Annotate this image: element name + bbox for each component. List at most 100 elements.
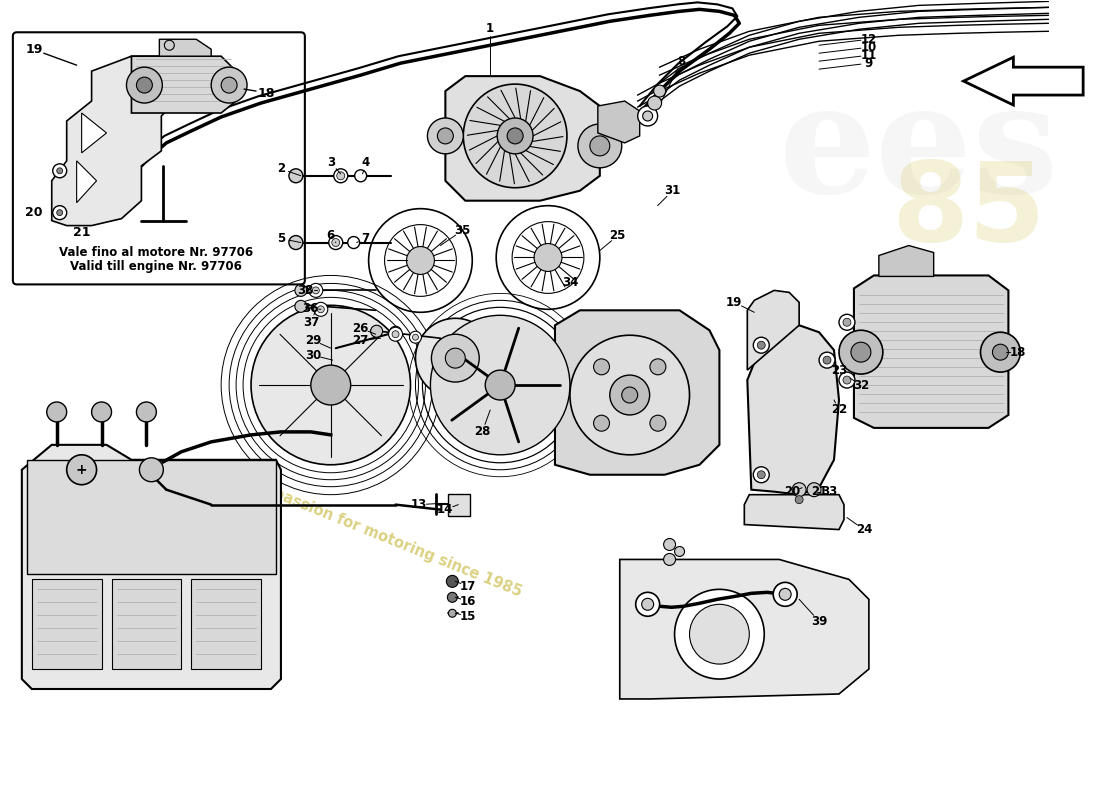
Circle shape — [289, 169, 302, 182]
Text: 39: 39 — [811, 614, 827, 628]
Polygon shape — [879, 246, 934, 277]
Text: 30: 30 — [305, 349, 321, 362]
Text: 19: 19 — [25, 42, 43, 56]
Circle shape — [792, 482, 806, 497]
Circle shape — [53, 164, 67, 178]
Circle shape — [980, 332, 1021, 372]
Circle shape — [636, 592, 660, 616]
Circle shape — [392, 330, 399, 338]
Circle shape — [843, 376, 851, 384]
Polygon shape — [81, 113, 107, 153]
Polygon shape — [619, 559, 869, 699]
Circle shape — [295, 285, 307, 296]
Text: 34: 34 — [562, 276, 579, 289]
Circle shape — [594, 415, 609, 431]
Text: 1: 1 — [486, 22, 494, 34]
Text: 12: 12 — [861, 33, 877, 46]
Circle shape — [507, 128, 524, 144]
FancyArrow shape — [964, 57, 1084, 105]
Circle shape — [674, 546, 684, 557]
Circle shape — [348, 237, 360, 249]
Circle shape — [416, 318, 495, 398]
Polygon shape — [132, 56, 236, 113]
Circle shape — [839, 372, 855, 388]
Circle shape — [428, 118, 463, 154]
Circle shape — [621, 387, 638, 403]
Circle shape — [91, 402, 111, 422]
Text: 18: 18 — [1010, 346, 1026, 358]
Circle shape — [317, 306, 324, 313]
Bar — [32, 579, 101, 669]
Text: 31: 31 — [664, 184, 681, 198]
Polygon shape — [22, 445, 280, 689]
Text: 33: 33 — [821, 485, 837, 498]
Circle shape — [57, 168, 63, 174]
Circle shape — [164, 40, 174, 50]
Circle shape — [332, 238, 340, 246]
Circle shape — [389, 326, 402, 338]
Text: ees: ees — [779, 76, 1059, 226]
Text: 4: 4 — [362, 156, 370, 170]
Circle shape — [609, 375, 650, 415]
Text: 26: 26 — [352, 322, 368, 334]
Polygon shape — [745, 494, 844, 530]
Text: 36: 36 — [302, 302, 319, 315]
Text: 18: 18 — [257, 86, 275, 99]
Circle shape — [757, 342, 766, 349]
Polygon shape — [747, 290, 799, 370]
Text: 7: 7 — [362, 232, 370, 245]
Circle shape — [992, 344, 1009, 360]
Circle shape — [807, 482, 821, 497]
Text: 17: 17 — [460, 580, 476, 593]
Circle shape — [757, 470, 766, 478]
Text: 29: 29 — [305, 334, 321, 346]
Circle shape — [650, 415, 666, 431]
Text: 5: 5 — [277, 232, 285, 245]
Text: 21: 21 — [811, 485, 827, 498]
Circle shape — [638, 106, 658, 126]
Circle shape — [653, 85, 666, 97]
Polygon shape — [160, 39, 211, 56]
Text: 85: 85 — [891, 157, 1046, 264]
Circle shape — [773, 582, 798, 606]
Circle shape — [431, 334, 480, 382]
Circle shape — [663, 554, 675, 566]
Circle shape — [779, 588, 791, 600]
Text: 24: 24 — [856, 523, 872, 536]
Text: 20: 20 — [25, 206, 43, 219]
Circle shape — [337, 172, 344, 180]
Circle shape — [648, 96, 661, 110]
Bar — [111, 579, 182, 669]
Polygon shape — [854, 275, 1009, 428]
Text: 3: 3 — [327, 156, 334, 170]
Circle shape — [438, 128, 453, 144]
Circle shape — [839, 330, 883, 374]
Text: 38: 38 — [298, 284, 314, 297]
Text: 10: 10 — [861, 41, 877, 54]
Circle shape — [650, 359, 666, 375]
Circle shape — [371, 326, 383, 338]
Circle shape — [578, 124, 621, 168]
Circle shape — [535, 243, 562, 271]
Circle shape — [412, 334, 418, 340]
Circle shape — [642, 111, 652, 121]
Circle shape — [590, 136, 609, 156]
Text: 20: 20 — [784, 485, 801, 498]
Circle shape — [53, 206, 67, 220]
Text: Vale fino al motore Nr. 97706: Vale fino al motore Nr. 97706 — [59, 246, 253, 259]
FancyBboxPatch shape — [13, 32, 305, 285]
Polygon shape — [556, 310, 719, 474]
Circle shape — [594, 359, 609, 375]
Polygon shape — [597, 101, 640, 143]
Polygon shape — [446, 76, 600, 201]
Circle shape — [754, 466, 769, 482]
Circle shape — [136, 77, 153, 93]
Text: 32: 32 — [852, 378, 869, 391]
Circle shape — [485, 370, 515, 400]
Circle shape — [314, 302, 328, 316]
Circle shape — [309, 283, 322, 298]
Circle shape — [570, 335, 690, 455]
Text: a passion for motoring since 1985: a passion for motoring since 1985 — [257, 480, 524, 599]
Circle shape — [641, 598, 653, 610]
Circle shape — [126, 67, 163, 103]
